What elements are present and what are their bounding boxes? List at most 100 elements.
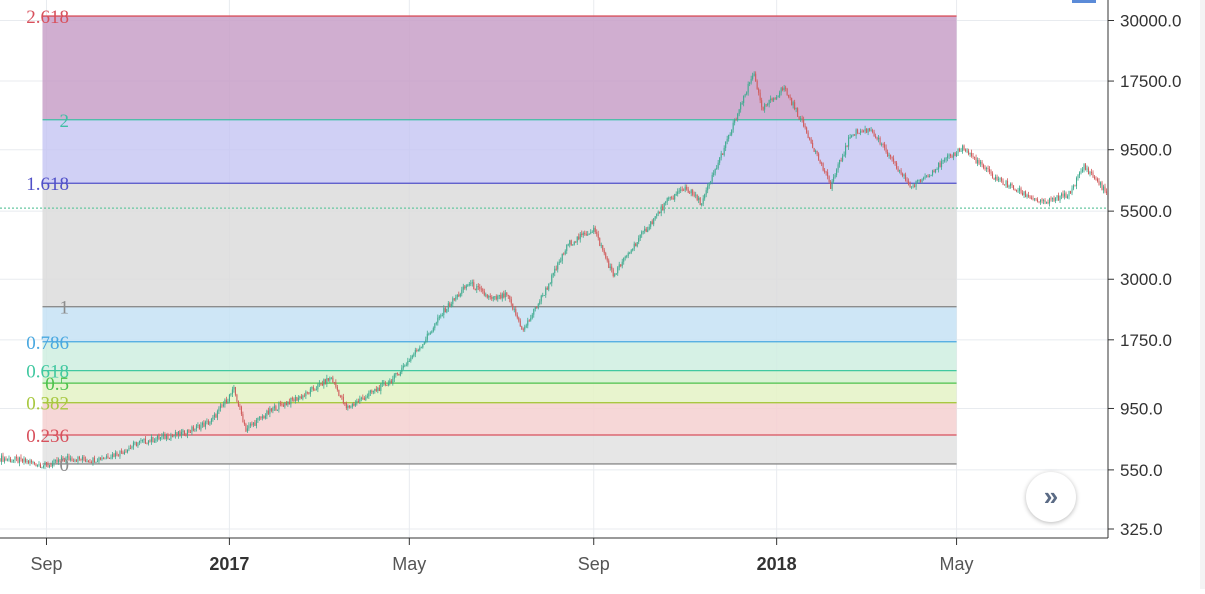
candle-body	[344, 403, 346, 404]
candle-body	[377, 387, 379, 391]
candle-body	[549, 283, 551, 285]
candle-body	[852, 134, 854, 136]
candle-body	[1043, 200, 1045, 201]
candle-body	[588, 233, 590, 235]
candle-body	[231, 389, 233, 394]
candle-body	[59, 459, 61, 461]
candle-body	[191, 426, 193, 433]
candle-body	[968, 150, 970, 155]
candle-body	[206, 420, 208, 422]
candle-body	[641, 231, 643, 235]
candle-body	[1037, 199, 1039, 202]
candle-body	[420, 347, 422, 349]
candle-body	[50, 465, 52, 467]
candle-body	[716, 168, 718, 169]
candle-body	[956, 153, 958, 157]
candle-body	[668, 197, 670, 199]
candle-body	[288, 401, 290, 405]
candle-body	[465, 285, 467, 289]
candle-body	[663, 202, 665, 211]
candle-body	[1093, 176, 1096, 179]
candle-body	[456, 294, 458, 298]
candle-body	[681, 189, 683, 191]
fibonacci-extension[interactable]	[42, 15, 957, 465]
candle-body	[1065, 193, 1067, 198]
candle-body	[260, 417, 262, 419]
candle-body	[432, 328, 434, 332]
candle-body	[528, 320, 530, 322]
candle-body	[1090, 172, 1093, 173]
candle-body	[842, 156, 844, 161]
candle-body	[54, 459, 56, 461]
candle-body	[1035, 198, 1037, 200]
candle-body	[831, 181, 833, 189]
candle-body	[342, 396, 344, 404]
candle-body	[776, 97, 778, 100]
candle-body	[962, 145, 964, 152]
candle-body	[534, 307, 536, 309]
candle-body	[462, 286, 464, 290]
candle-body	[770, 98, 772, 101]
candle-body	[653, 218, 655, 225]
candle-body	[464, 286, 466, 289]
candle-body	[258, 417, 260, 419]
candle-body	[686, 186, 688, 190]
candle-body	[621, 261, 623, 267]
candle-body	[774, 98, 776, 100]
candle-body	[192, 426, 194, 431]
candle-body	[543, 295, 545, 296]
candle-body	[140, 440, 142, 442]
candle-body	[1040, 199, 1042, 203]
candle-body	[1056, 195, 1058, 198]
candle-body	[200, 425, 202, 430]
candle-body	[488, 296, 490, 298]
candle-body	[734, 119, 736, 123]
candle-body	[414, 350, 416, 355]
candle-body	[792, 102, 794, 106]
candle-body	[1022, 192, 1024, 195]
candle-body	[1102, 186, 1105, 191]
y-tick-label: 30000.0	[1120, 11, 1181, 30]
candle-body	[395, 373, 397, 375]
candle-body	[789, 96, 791, 98]
candle-body	[828, 176, 830, 182]
candle-body	[503, 293, 505, 298]
candle-body	[894, 161, 896, 163]
candle-body	[75, 460, 77, 462]
candle-body	[209, 422, 211, 425]
candle-body	[1053, 198, 1055, 201]
candle-body	[390, 380, 392, 384]
candle-body	[830, 181, 832, 189]
scroll-to-latest-button[interactable]: »	[1026, 472, 1076, 522]
candle-body	[9, 458, 12, 462]
candle-body	[797, 108, 799, 117]
candle-body	[678, 190, 680, 192]
candle-body	[623, 257, 625, 262]
candle-body	[215, 414, 217, 418]
candle-body	[522, 329, 524, 330]
candle-body	[114, 452, 116, 457]
candle-body	[1084, 164, 1087, 170]
candle-body	[693, 194, 695, 196]
candle-body	[966, 150, 968, 152]
candle-body	[384, 382, 386, 386]
candle-body	[639, 234, 641, 239]
candle-body	[284, 402, 286, 407]
candle-body	[708, 182, 710, 187]
candle-body	[512, 303, 514, 310]
candle-body	[717, 162, 719, 169]
x-tick-label: 2017	[209, 554, 249, 574]
candle-body	[6, 459, 9, 461]
candle-body	[363, 398, 365, 400]
candle-body	[1074, 185, 1076, 187]
candle-body	[479, 286, 481, 289]
candle-body	[329, 377, 331, 381]
candle-body	[156, 435, 158, 439]
candle-body	[932, 170, 934, 175]
candle-body	[36, 465, 39, 467]
candle-body	[506, 292, 508, 295]
candle-body	[332, 377, 334, 383]
candle-body	[566, 244, 568, 251]
candle-body	[65, 457, 67, 462]
